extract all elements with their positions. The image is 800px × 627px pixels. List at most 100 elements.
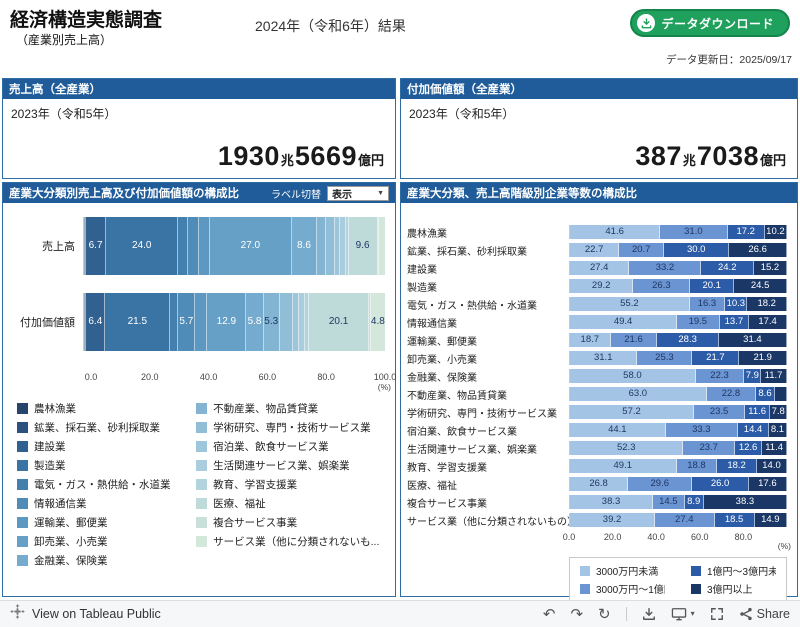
bar-segment[interactable]: 31.4 bbox=[718, 333, 787, 347]
legend-item[interactable]: 複合サービス事業 bbox=[196, 513, 391, 532]
legend-item[interactable]: 農林漁業 bbox=[17, 399, 182, 418]
bar-segment[interactable] bbox=[304, 293, 309, 351]
bar-segment[interactable]: 11.4 bbox=[762, 441, 787, 455]
bar-segment[interactable] bbox=[334, 217, 340, 275]
bar-segment[interactable]: 12.9 bbox=[207, 293, 247, 351]
bar-segment[interactable]: 14.0 bbox=[756, 459, 787, 473]
bar-segment[interactable]: 18.7 bbox=[570, 333, 611, 347]
legend-item[interactable]: 医療、福祉 bbox=[196, 494, 391, 513]
legend-item[interactable]: 宿泊業、飲食サービス業 bbox=[196, 437, 391, 456]
undo-icon[interactable]: ↶ bbox=[542, 605, 556, 623]
bar-segment[interactable]: 17.4 bbox=[749, 315, 787, 329]
label-toggle-select[interactable]: 表示 ▼ bbox=[327, 185, 389, 201]
legend-item[interactable]: 電気・ガス・熱供給・水道業 bbox=[17, 475, 182, 494]
bar-segment[interactable]: 23.7 bbox=[683, 441, 735, 455]
bar-segment[interactable]: 31.0 bbox=[660, 225, 728, 239]
bar-segment[interactable]: 10.2 bbox=[764, 225, 787, 239]
bar-segment[interactable]: 5.7 bbox=[178, 293, 196, 351]
bar-segment[interactable]: 4.8 bbox=[371, 293, 385, 351]
legend-item[interactable]: 教育、学習支援業 bbox=[196, 475, 391, 494]
bar-segment[interactable]: 15.2 bbox=[753, 261, 787, 275]
legend-item[interactable]: 1億円～3億円未満 bbox=[691, 563, 776, 578]
bar-segment[interactable]: 21.9 bbox=[739, 351, 787, 365]
bar-segment[interactable] bbox=[369, 293, 372, 351]
bar-segment[interactable]: 25.3 bbox=[637, 351, 693, 365]
legend-item[interactable]: 情報通信業 bbox=[17, 494, 182, 513]
legend-item[interactable]: 3000万円未満 bbox=[580, 563, 665, 578]
bar-segment[interactable]: 29.2 bbox=[570, 279, 634, 293]
bar-segment[interactable]: 9.6 bbox=[348, 217, 378, 275]
bar-segment[interactable] bbox=[317, 217, 327, 275]
bar-segment[interactable]: 16.3 bbox=[689, 297, 726, 311]
bar-segment[interactable]: 18.2 bbox=[747, 297, 787, 311]
bar-segment[interactable] bbox=[298, 293, 305, 351]
bar-segment[interactable]: 14.5 bbox=[653, 495, 685, 509]
legend-item[interactable]: 学術研究、専門・技術サービス業 bbox=[196, 418, 391, 437]
bar-segment[interactable]: 27.4 bbox=[655, 513, 715, 527]
legend-item[interactable]: 運輸業、郵便業 bbox=[17, 513, 182, 532]
bar-segment[interactable]: 8.6 bbox=[756, 387, 775, 401]
bar-segment[interactable]: 11.7 bbox=[761, 369, 787, 383]
legend-item[interactable]: 金融業、保険業 bbox=[17, 551, 182, 570]
bar-segment[interactable]: 26.6 bbox=[729, 243, 787, 257]
bar-segment[interactable]: 12.6 bbox=[734, 441, 763, 455]
legend-item[interactable]: 製造業 bbox=[17, 456, 182, 475]
bar-segment[interactable]: 7.8 bbox=[770, 405, 787, 419]
bar-segment[interactable]: 14.4 bbox=[737, 423, 770, 437]
reset-icon[interactable]: ↻ bbox=[598, 605, 611, 623]
bar-segment[interactable]: 29.6 bbox=[628, 477, 693, 491]
legend-item[interactable]: 卸売業、小売業 bbox=[17, 532, 182, 551]
bar-segment[interactable]: 27.0 bbox=[210, 217, 292, 275]
bar-segment[interactable]: 11.6 bbox=[745, 405, 771, 419]
bar-segment[interactable]: 24.0 bbox=[106, 217, 179, 275]
bar-segment[interactable]: 49.1 bbox=[570, 459, 677, 473]
download-toolbar-icon[interactable] bbox=[642, 607, 656, 621]
bar-segment[interactable]: 18.2 bbox=[717, 459, 757, 473]
bar-segment[interactable] bbox=[195, 293, 208, 351]
bar-segment[interactable]: 17.2 bbox=[727, 225, 765, 239]
bar-segment[interactable]: 57.2 bbox=[570, 405, 695, 419]
bar-segment[interactable]: 6.4 bbox=[86, 293, 106, 351]
bar-segment[interactable]: 58.0 bbox=[570, 369, 696, 383]
bar-segment[interactable]: 28.3 bbox=[657, 333, 719, 347]
view-on-tableau-link[interactable]: View on Tableau Public bbox=[32, 607, 161, 621]
bar-segment[interactable] bbox=[188, 217, 200, 275]
legend-item[interactable]: 生活関連サービス業、娯楽業 bbox=[196, 456, 391, 475]
bar-segment[interactable]: 33.3 bbox=[665, 423, 738, 437]
bar-segment[interactable]: 26.8 bbox=[570, 477, 629, 491]
bar-segment[interactable]: 19.5 bbox=[677, 315, 720, 329]
bar-segment[interactable]: 52.3 bbox=[570, 441, 684, 455]
bar-segment[interactable] bbox=[85, 293, 87, 351]
legend-item[interactable]: 3億円以上 bbox=[691, 581, 776, 596]
legend-item[interactable]: 不動産業、物品賃貸業 bbox=[196, 399, 391, 418]
bar-segment[interactable]: 20.7 bbox=[619, 243, 665, 257]
legend-item[interactable]: 3000万円～1億円未満 bbox=[580, 581, 665, 596]
bar-segment[interactable] bbox=[326, 217, 335, 275]
bar-segment[interactable] bbox=[279, 293, 293, 351]
bar-segment[interactable]: 49.4 bbox=[570, 315, 678, 329]
bar-segment[interactable]: 31.1 bbox=[570, 351, 638, 365]
bar-segment[interactable] bbox=[377, 217, 379, 275]
bar-segment[interactable]: 13.7 bbox=[719, 315, 750, 329]
bar-segment[interactable]: 27.4 bbox=[570, 261, 630, 275]
bar-segment[interactable]: 17.6 bbox=[748, 477, 787, 491]
bar-segment[interactable]: 44.1 bbox=[570, 423, 666, 437]
bar-segment[interactable]: 63.0 bbox=[570, 387, 707, 401]
bar-segment[interactable]: 8.6 bbox=[291, 217, 318, 275]
bar-segment[interactable]: 30.0 bbox=[664, 243, 730, 257]
bar-segment[interactable]: 21.7 bbox=[692, 351, 740, 365]
bar-segment[interactable] bbox=[292, 293, 299, 351]
bar-segment[interactable] bbox=[774, 387, 787, 401]
share-button[interactable]: Share bbox=[739, 607, 790, 621]
device-preview-icon[interactable]: ▾ bbox=[671, 607, 695, 621]
bar-segment[interactable]: 21.6 bbox=[610, 333, 658, 347]
bar-segment[interactable]: 55.2 bbox=[570, 297, 690, 311]
bar-segment[interactable]: 24.5 bbox=[734, 279, 787, 293]
bar-segment[interactable]: 20.1 bbox=[308, 293, 370, 351]
redo-icon[interactable]: ↷ bbox=[570, 605, 584, 623]
bar-segment[interactable] bbox=[170, 293, 179, 351]
bar-segment[interactable]: 22.8 bbox=[706, 387, 757, 401]
bar-segment[interactable]: 22.7 bbox=[570, 243, 620, 257]
bar-segment[interactable] bbox=[84, 217, 85, 275]
bar-segment[interactable]: 14.9 bbox=[754, 513, 787, 527]
